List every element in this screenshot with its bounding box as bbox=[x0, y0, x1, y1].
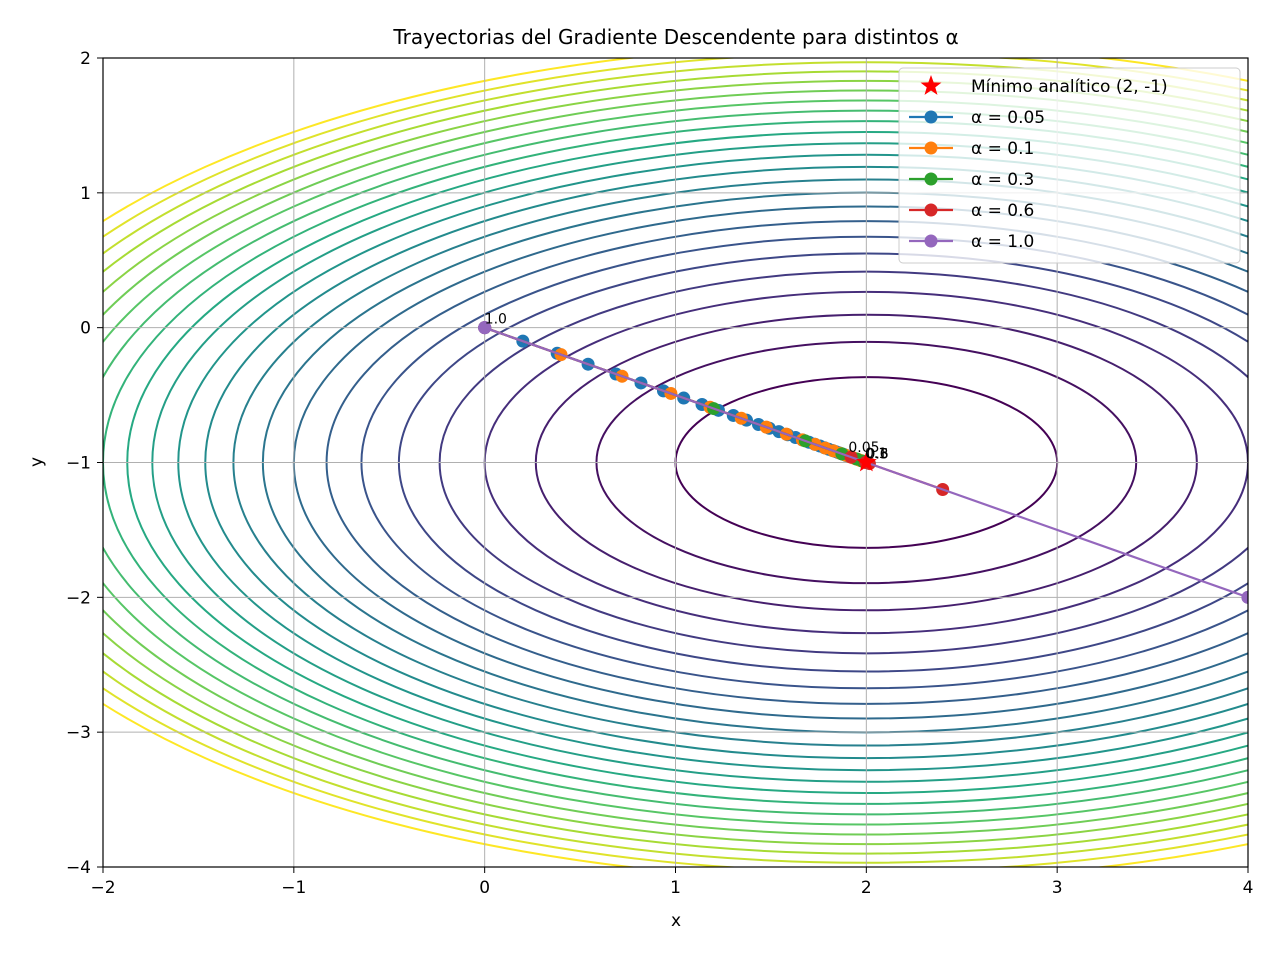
series-point bbox=[478, 321, 492, 335]
y-tick-label: −4 bbox=[66, 858, 91, 878]
legend-marker-swatch bbox=[924, 141, 938, 155]
legend-marker-swatch bbox=[924, 110, 938, 124]
legend-entry: Mínimo analítico (2, -1) bbox=[920, 75, 1168, 97]
series-end-label: 1.0 bbox=[485, 312, 507, 328]
legend-box bbox=[898, 67, 1241, 264]
legend-label: α = 0.3 bbox=[971, 170, 1034, 190]
x-tick-label: 1 bbox=[670, 878, 681, 898]
x-axis-label: x bbox=[671, 911, 681, 931]
legend-label: α = 0.1 bbox=[971, 139, 1034, 159]
series-end-label: 0.1 bbox=[865, 446, 887, 462]
legend: Mínimo analítico (2, -1) α = 0.05 α = 0.1 α… bbox=[898, 67, 1241, 264]
legend-entry: α = 0.05 bbox=[909, 108, 1045, 128]
y-tick-label: −1 bbox=[66, 454, 91, 474]
y-tick-label: 1 bbox=[80, 184, 91, 204]
legend-entry: α = 0.6 bbox=[909, 201, 1034, 221]
legend-star-icon bbox=[920, 75, 942, 95]
legend-label: α = 1.0 bbox=[971, 232, 1034, 252]
y-tick-label: 2 bbox=[80, 49, 91, 69]
legend-marker-swatch bbox=[924, 172, 938, 186]
y-tick-label: 0 bbox=[80, 319, 91, 339]
x-tick-label: −1 bbox=[281, 878, 306, 898]
chart-title: Trayectorias del Gradiente Descendente p… bbox=[392, 25, 958, 49]
series-end-label: 0.6 bbox=[866, 447, 888, 463]
legend-marker-swatch bbox=[924, 203, 938, 217]
x-tick-label: 0 bbox=[479, 878, 490, 898]
y-axis-label: y bbox=[27, 457, 47, 467]
minimum-marker-group bbox=[855, 451, 877, 472]
minimum-star-icon bbox=[855, 451, 877, 472]
x-tick-label: −2 bbox=[90, 878, 115, 898]
y-tick-label: −3 bbox=[66, 723, 91, 743]
x-tick-label: 3 bbox=[1052, 878, 1063, 898]
y-axis-ticks: −4 −3 −2 −1 0 1 2 bbox=[66, 49, 103, 878]
legend-entry: α = 0.3 bbox=[909, 170, 1034, 190]
x-tick-label: 4 bbox=[1243, 878, 1254, 898]
legend-label: α = 0.05 bbox=[971, 108, 1045, 128]
legend-label: α = 0.6 bbox=[971, 201, 1034, 221]
legend-label: Mínimo analítico (2, -1) bbox=[971, 77, 1168, 97]
legend-entry: α = 1.0 bbox=[909, 232, 1034, 252]
x-tick-label: 2 bbox=[861, 878, 872, 898]
end-labels: 0.050.10.30.6 1.0 bbox=[485, 312, 889, 463]
series-end-label: 0.3 bbox=[866, 447, 888, 463]
series-end-label: 0.05 bbox=[848, 440, 879, 456]
legend-entry: α = 0.1 bbox=[909, 139, 1034, 159]
series-4 bbox=[478, 321, 1248, 604]
x-axis-ticks: −2 −1 0 1 2 3 4 bbox=[90, 867, 1253, 898]
series-point bbox=[1241, 590, 1248, 604]
legend-marker-swatch bbox=[924, 234, 938, 248]
y-tick-label: −2 bbox=[66, 588, 91, 608]
